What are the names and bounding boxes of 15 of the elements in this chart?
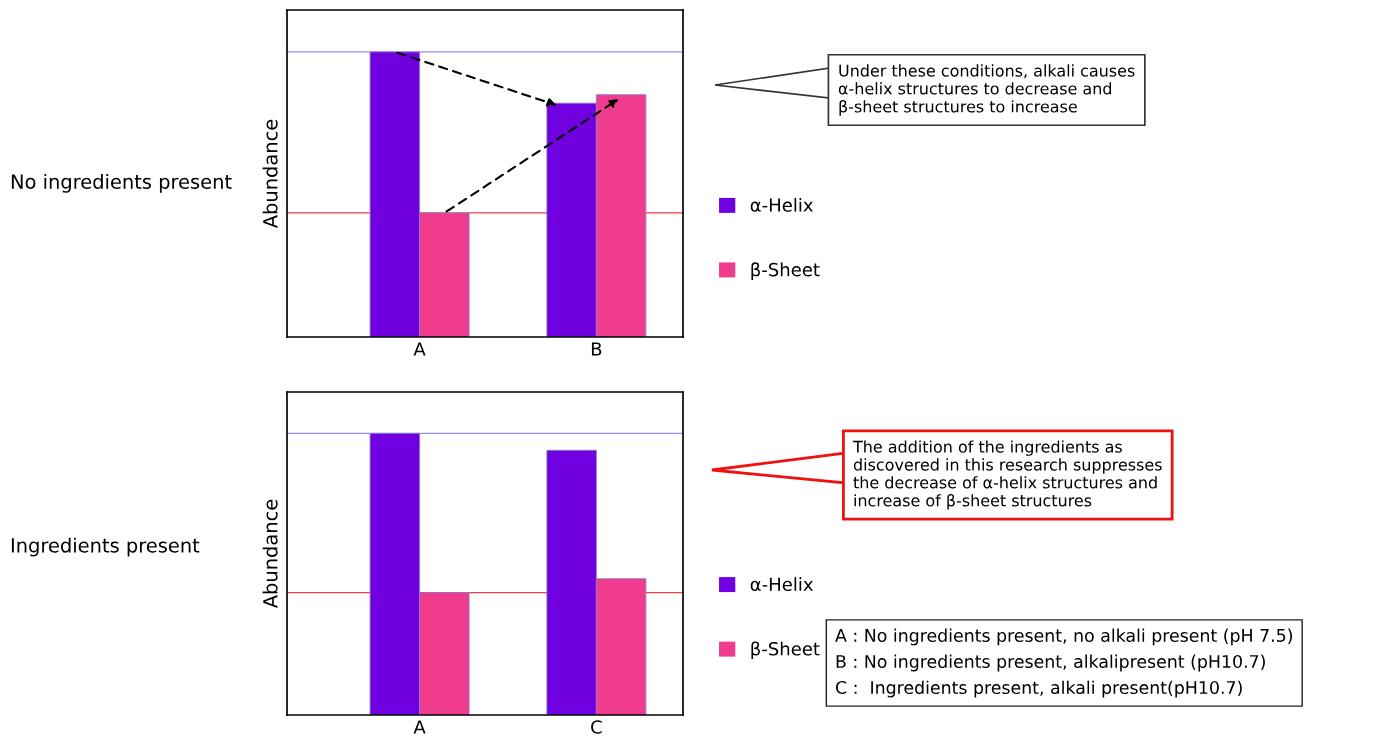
y-axis-title: Abundance bbox=[262, 499, 278, 609]
x-tick-label: B bbox=[591, 342, 602, 356]
text: A : No ingredients present, no alkali present (pH 7.5) B : No ingredients present, alkalipresent (pH10.7) C : Ingredients present, alkali present(pH10.7) bbox=[835, 628, 1293, 698]
text: Ingredients present bbox=[11, 537, 200, 557]
x-tick-label: A bbox=[413, 720, 426, 734]
x-tick-label: A bbox=[413, 342, 426, 356]
text: Under these conditions, alkali causes α-helix structures to decrease and β-sheet structures to increase bbox=[838, 64, 1135, 116]
y-axis-title: Abundance bbox=[262, 119, 278, 229]
legend-label: α-Helix bbox=[750, 197, 813, 212]
text: No ingredients present bbox=[11, 173, 232, 193]
legend-label: β-Sheet bbox=[751, 641, 820, 660]
text: The addition of the ingredients as discovered in this research suppresses the decrease of α-helix structures and increase of β-sheet structures bbox=[852, 440, 1162, 510]
legend-label: α-Helix bbox=[750, 577, 813, 592]
legend-label: β-Sheet bbox=[751, 262, 820, 280]
x-tick-label: C bbox=[591, 720, 602, 734]
